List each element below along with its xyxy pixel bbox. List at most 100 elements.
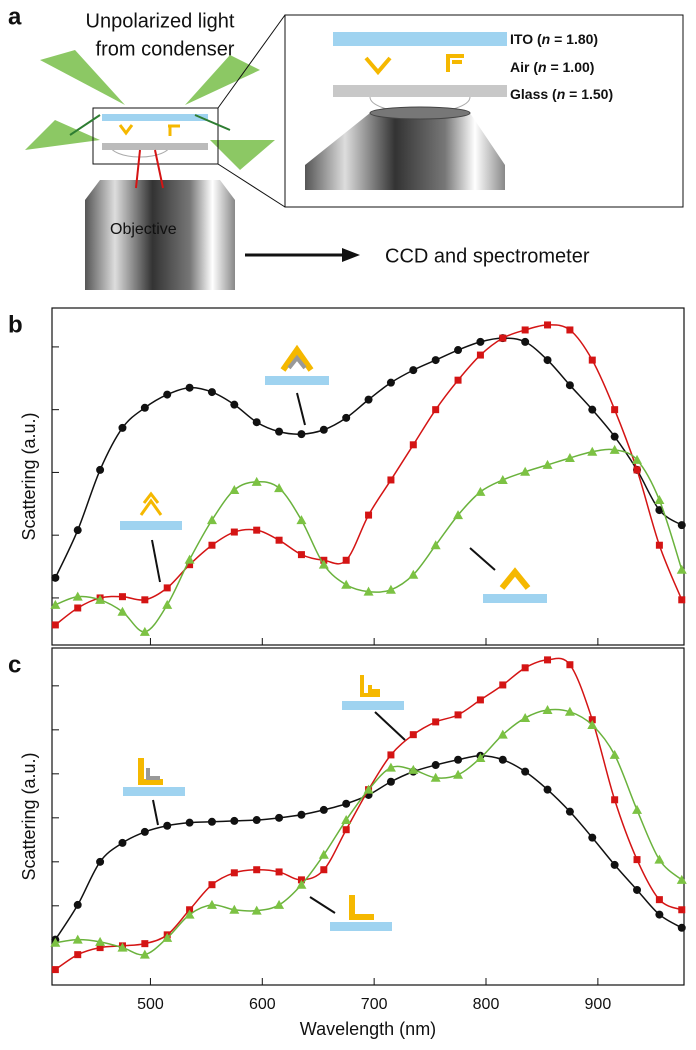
marker (565, 381, 574, 390)
marker (274, 483, 285, 493)
marker (318, 559, 329, 569)
marker (476, 696, 484, 704)
marker (185, 383, 194, 392)
marker (588, 405, 597, 414)
objective-label: Objective (110, 221, 177, 238)
plot-area (51, 647, 685, 986)
marker (318, 849, 329, 859)
marker (475, 752, 486, 762)
marker (475, 486, 486, 496)
marker (163, 390, 172, 399)
marker (74, 604, 82, 612)
marker (162, 599, 173, 609)
marker (542, 705, 553, 715)
particle (349, 895, 374, 920)
marker (588, 833, 597, 842)
marker (139, 626, 150, 636)
marker (409, 441, 417, 449)
x-tick-label: 800 (473, 996, 500, 1013)
marker (566, 661, 574, 669)
ito-layer (102, 114, 208, 121)
marker (476, 351, 484, 359)
marker (253, 866, 261, 874)
marker (499, 681, 507, 689)
substrate (120, 521, 182, 530)
marker (163, 584, 171, 592)
leader (469, 547, 496, 571)
particle (138, 758, 163, 785)
leader (296, 392, 306, 426)
marker (409, 366, 418, 375)
marker (341, 815, 352, 825)
marker (208, 541, 216, 549)
marker (520, 712, 531, 722)
marker (542, 459, 553, 469)
substrate (265, 376, 329, 385)
marker (521, 767, 530, 776)
y-axis-title: Scattering (a.u.) (19, 412, 39, 540)
marker (229, 904, 240, 914)
marker (185, 818, 194, 827)
marker (342, 413, 351, 422)
marker (364, 395, 373, 404)
marker (184, 909, 195, 919)
marker (497, 474, 508, 484)
marker (118, 423, 127, 432)
marker (564, 706, 575, 716)
substrate (123, 787, 185, 796)
marker (74, 951, 82, 959)
marker (297, 430, 306, 439)
marker (432, 718, 440, 726)
marker (51, 966, 59, 974)
marker (387, 476, 395, 484)
marker (251, 476, 262, 486)
glass-layer (102, 143, 208, 150)
particle (287, 354, 307, 370)
panel-label: c (8, 651, 21, 678)
marker (118, 838, 127, 847)
marker (588, 716, 596, 724)
schematic: a Unpolarized light from condenser Objec… (8, 3, 684, 290)
marker (453, 510, 464, 520)
marker (296, 515, 307, 525)
marker (229, 484, 240, 494)
marker (252, 816, 261, 825)
marker (342, 799, 351, 808)
marker (230, 400, 239, 409)
particle (360, 675, 380, 697)
marker (430, 772, 441, 782)
layer-label: ITO (n = 1.80) (510, 31, 598, 47)
marker (409, 731, 417, 739)
particle (280, 344, 314, 372)
marker (654, 495, 665, 505)
zoom-box (92, 107, 219, 165)
marker (341, 579, 352, 589)
marker (73, 526, 82, 535)
marker (342, 826, 350, 834)
substrate (483, 594, 547, 603)
layer-label: Glass (n = 1.50) (510, 86, 613, 102)
marker (387, 751, 395, 759)
marker (297, 551, 305, 559)
light-cone (40, 50, 125, 105)
marker (633, 856, 641, 864)
marker (141, 940, 149, 948)
marker (252, 418, 261, 427)
x-axis-title: Wavelength (nm) (300, 1019, 436, 1039)
marker (408, 764, 419, 774)
marker (499, 334, 507, 342)
marker (296, 879, 307, 889)
panel-label: a (8, 3, 22, 30)
marker (633, 885, 642, 894)
objective (305, 113, 505, 190)
particle (146, 768, 160, 780)
marker (610, 860, 619, 869)
marker (319, 805, 328, 814)
glass-layer (333, 85, 507, 97)
marker (363, 784, 374, 794)
light-text: Unpolarized light (86, 10, 235, 32)
marker (676, 564, 687, 574)
marker (275, 427, 284, 436)
marker (230, 869, 238, 877)
marker (654, 854, 665, 864)
